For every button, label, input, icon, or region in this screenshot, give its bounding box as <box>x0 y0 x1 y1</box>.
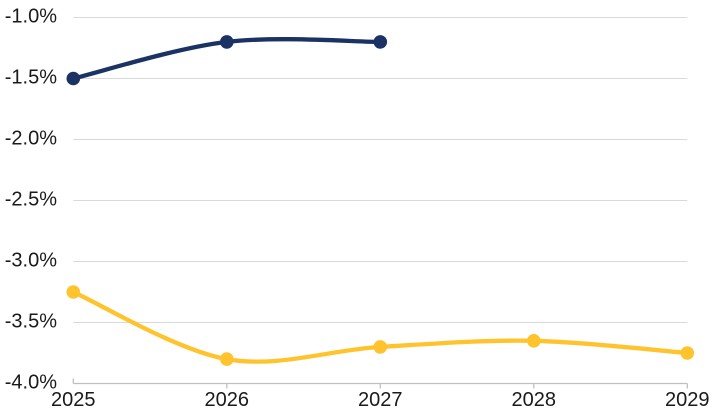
x-tick-label: 2029 <box>665 389 710 411</box>
gold-series-marker <box>220 352 234 366</box>
navy-series-marker <box>220 35 234 49</box>
gold-series-marker <box>373 340 388 354</box>
navy-series-marker <box>373 35 388 49</box>
x-tick-label: 2028 <box>512 389 557 411</box>
x-tick-label: 2025 <box>51 389 96 411</box>
gold-series-marker <box>680 346 695 360</box>
y-tick-label: -3.0% <box>5 250 57 272</box>
y-tick-label: -4.0% <box>5 372 57 394</box>
y-tick-label: -2.5% <box>5 189 57 211</box>
gold-series-marker <box>527 334 541 348</box>
gold-series-marker <box>66 285 81 299</box>
y-tick-label: -3.5% <box>5 311 57 333</box>
navy-series-marker <box>66 71 81 86</box>
y-tick-label: -1.0% <box>5 6 57 28</box>
x-tick-label: 2026 <box>205 389 250 411</box>
y-tick-label: -1.5% <box>5 67 57 89</box>
y-tick-label: -2.0% <box>5 128 57 150</box>
x-tick-label: 2027 <box>358 389 403 411</box>
